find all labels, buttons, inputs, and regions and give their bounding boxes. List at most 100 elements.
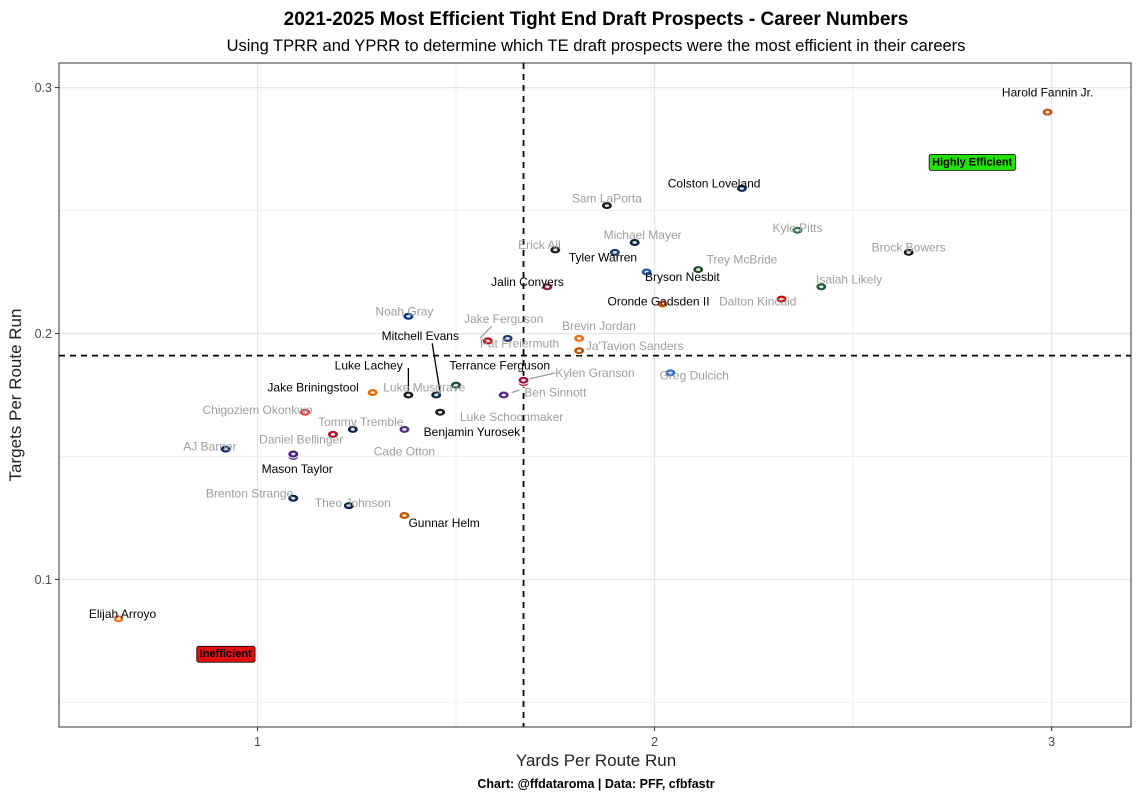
y-axis-title: Targets Per Route Run	[6, 309, 25, 482]
point-marker-center	[604, 204, 610, 208]
x-tick-label: 2	[651, 735, 658, 749]
data-point	[735, 183, 748, 193]
point-marker-center	[437, 410, 443, 414]
point-marker-center	[696, 268, 701, 271]
quadrant-label: Highly Efficient	[928, 153, 1016, 171]
point-marker-center	[632, 241, 637, 244]
plot-panel-border	[58, 62, 1132, 728]
x-axis-title: Yards Per Route Run	[516, 751, 676, 770]
point-marker-center	[644, 270, 649, 274]
data-point	[541, 282, 554, 292]
data-point	[219, 444, 232, 454]
data-point	[664, 368, 677, 378]
point-label: Luke Schoonmaker	[460, 410, 563, 424]
point-marker-center	[291, 496, 296, 500]
point-label: Erick All	[518, 238, 561, 252]
chart-subtitle: Using TPRR and YPRR to determine which T…	[227, 37, 966, 55]
point-label: Brenton Strange	[206, 486, 294, 500]
data-point	[791, 225, 804, 235]
data-point	[692, 265, 705, 275]
point-label: Kyle Pitts	[772, 221, 822, 235]
data-point	[775, 294, 788, 304]
y-tick-label: 0.2	[35, 327, 52, 341]
point-label: AJ Barner	[183, 440, 236, 454]
data-point	[287, 493, 300, 503]
point-label: Terrance Ferguson	[449, 358, 550, 372]
data-point	[299, 407, 312, 417]
data-point	[450, 380, 463, 390]
data-point	[497, 390, 510, 400]
data-point	[573, 346, 586, 356]
point-label: Oronde Gadsden II	[607, 295, 709, 309]
reference-lines	[59, 63, 1131, 727]
point-labels: Harold Fannin Jr. Colston Loveland Sam LaP…	[89, 86, 1093, 621]
point-label: Bryson Nesbit	[645, 270, 720, 284]
point-marker-center	[553, 248, 558, 252]
point-label: Jake Briningstool	[267, 381, 358, 395]
point-marker-center	[402, 514, 407, 517]
point-label: Jake Ferguson	[464, 312, 543, 326]
data-point	[398, 511, 411, 521]
point-marker-center	[545, 285, 550, 289]
point-label: Luke Musgrave	[383, 381, 465, 395]
point-marker-center	[819, 285, 824, 289]
data-point	[402, 311, 415, 321]
point-marker-center	[350, 428, 356, 431]
data-point	[656, 299, 669, 309]
point-marker-center	[501, 393, 506, 397]
point-label: Sam LaPorta	[572, 191, 642, 205]
data-point	[346, 424, 359, 434]
x-axis-ticks: 1 2 3	[254, 727, 1055, 749]
point-marker-center	[1045, 110, 1050, 114]
point-marker-center	[453, 383, 459, 387]
point-marker-center	[406, 393, 411, 397]
point-marker-center	[346, 504, 352, 508]
point-marker-center	[302, 410, 308, 414]
point-label: Daniel Bellinger	[259, 432, 343, 446]
point-label: Harold Fannin Jr.	[1002, 86, 1093, 100]
leader-line	[479, 325, 493, 339]
data-point	[501, 333, 514, 343]
point-label: Noah Gray	[375, 304, 433, 318]
point-label: Cade Otton	[374, 445, 435, 459]
point-label: Isaiah Likely	[816, 272, 882, 286]
data-point	[640, 267, 653, 277]
chart-title: 2021-2025 Most Efficient Tight End Draft…	[284, 9, 909, 30]
data-point	[398, 424, 411, 434]
point-label: Mitchell Evans	[382, 329, 459, 343]
data-point	[902, 247, 915, 257]
data-points	[112, 107, 1054, 624]
data-point	[481, 336, 494, 346]
point-marker-center	[330, 432, 336, 436]
data-point	[1041, 107, 1054, 117]
data-point	[517, 375, 530, 385]
quadrant-label: Inefficient	[196, 645, 256, 663]
point-label: Greg Dulcich	[660, 368, 729, 382]
data-point	[434, 407, 447, 417]
point-marker-center	[668, 371, 673, 375]
point-label: Ja'Tavion Sanders	[586, 339, 684, 353]
point-label: Jalin Conyers	[491, 275, 564, 289]
point-label: Ben Sinnott	[524, 386, 587, 400]
x-tick-label: 3	[1048, 735, 1055, 749]
point-label: Tommy Tremble	[318, 415, 404, 429]
point-label: Luke Lachey	[335, 358, 403, 372]
data-point	[402, 390, 415, 400]
point-marker-center	[505, 337, 510, 340]
quadrant-label-box	[928, 153, 1016, 171]
point-label: Kylen Granson	[555, 366, 634, 380]
point-label: Brevin Jordan	[562, 319, 636, 333]
point-marker-center	[739, 187, 745, 190]
data-point	[600, 201, 613, 211]
point-label: Elijah Arroyo	[89, 607, 157, 621]
point-label: Chigoziem Okonkwo	[202, 403, 312, 417]
point-label: Colston Loveland	[668, 177, 761, 191]
minor-gridlines	[58, 63, 1131, 727]
data-point	[326, 429, 339, 439]
data-point	[608, 247, 621, 257]
point-marker-center	[660, 302, 665, 306]
data-point	[112, 614, 125, 624]
point-marker-center	[116, 617, 121, 621]
x-tick-label: 1	[254, 735, 261, 749]
